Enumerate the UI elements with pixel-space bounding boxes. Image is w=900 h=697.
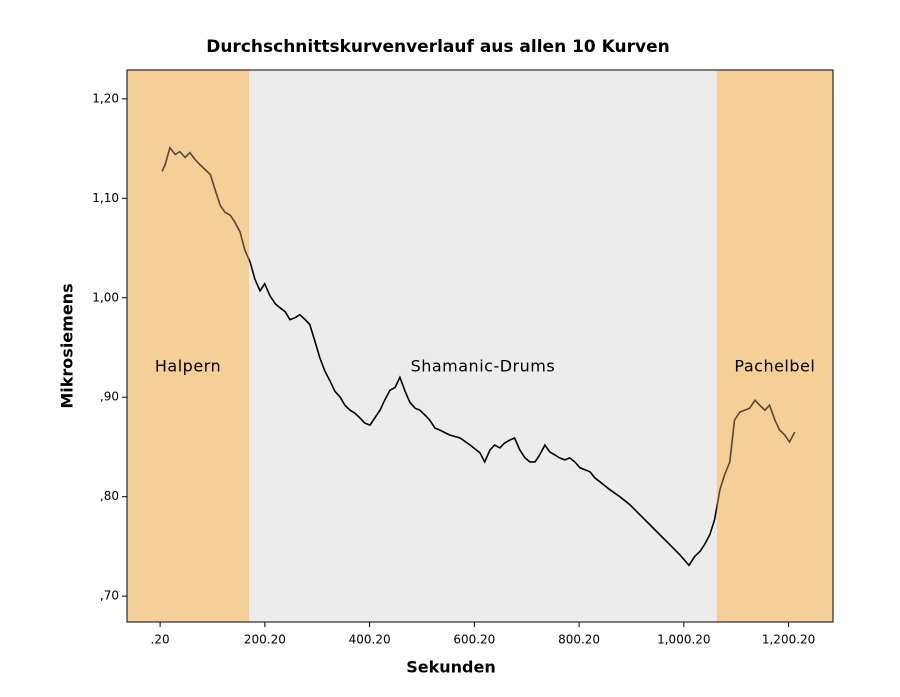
x-tick-label: 400.20 xyxy=(349,633,391,647)
region-label: Halpern xyxy=(155,357,221,376)
y-tick-label: ,70 xyxy=(100,589,119,603)
region-band xyxy=(716,70,833,622)
x-tick-label: 800.20 xyxy=(558,633,600,647)
y-tick-label: 1,10 xyxy=(92,191,119,205)
x-tick-label: 200.20 xyxy=(244,633,286,647)
chart-title: Durchschnittskurvenverlauf aus allen 10 … xyxy=(206,37,670,57)
region-label: Pachelbel xyxy=(734,357,815,376)
region-overlay xyxy=(716,70,833,622)
plot-frame xyxy=(126,69,834,623)
data-line xyxy=(161,145,796,567)
x-tick-label: 600.20 xyxy=(453,633,495,647)
y-tick-label: 1,20 xyxy=(92,91,119,105)
x-tick-label: 1,000.20 xyxy=(657,633,710,647)
region-band xyxy=(127,70,250,622)
y-tick-label: ,80 xyxy=(100,489,119,503)
region-overlay xyxy=(127,70,250,622)
x-tick-label: 1,200.20 xyxy=(762,633,815,647)
x-axis-label: Sekunden xyxy=(406,658,496,677)
y-tick-label: ,90 xyxy=(100,390,119,404)
x-tick-label: .20 xyxy=(151,633,170,647)
y-axis-label: Mikrosiemens xyxy=(58,283,77,408)
y-tick-label: 1,00 xyxy=(92,290,119,304)
region-label: Shamanic-Drums xyxy=(411,357,556,376)
region-band xyxy=(249,70,717,622)
